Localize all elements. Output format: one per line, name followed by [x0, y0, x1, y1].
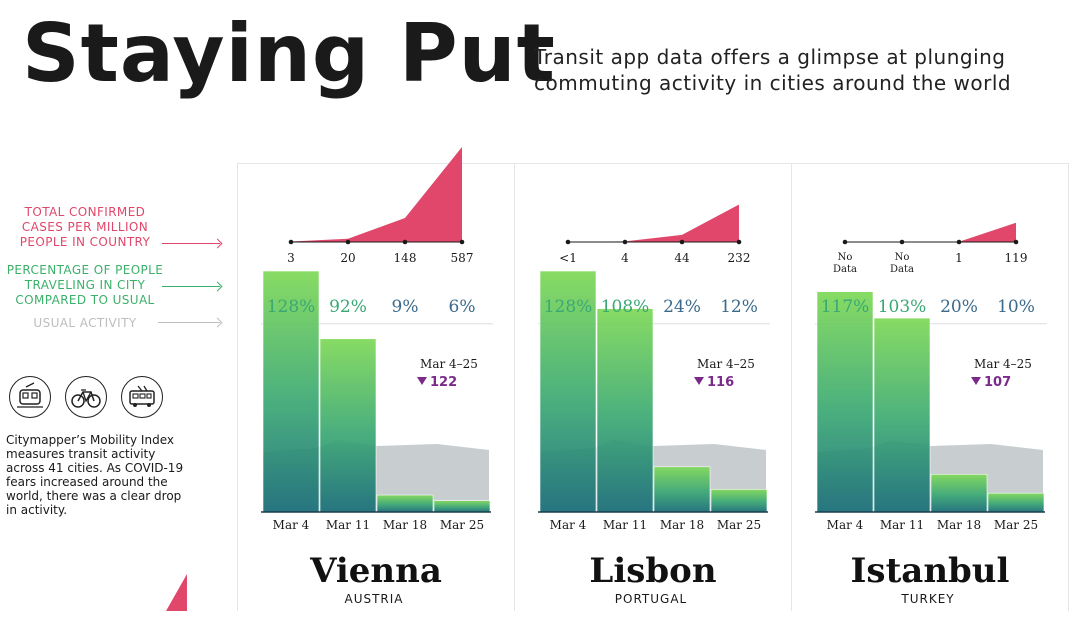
legend-usual-label: USUAL ACTIVITY: [33, 316, 137, 330]
country-name: PORTUGAL: [615, 592, 687, 606]
legend-usual: USUAL ACTIVITY: [0, 316, 170, 331]
travel-bar: [262, 270, 320, 513]
cases-point: [345, 239, 351, 245]
chart-istanbul: No Data No Data 1 119 117% 103% 20% 10% Mar 4–25 10…: [791, 163, 1069, 611]
cases-label: 232: [728, 251, 751, 265]
cases-point: [565, 239, 571, 245]
x-tick-label: Mar 25: [440, 518, 484, 532]
chart-vienna: 3 20 148 587 128% 92% 9% 6% Mar 4–25 122 Mar 4 Mar …: [237, 147, 515, 611]
percent-label: 6%: [449, 297, 476, 317]
panel-frame: [791, 163, 1069, 611]
percent-label: 128%: [267, 297, 316, 317]
legend-cases-label: TOTAL CONFIRMED CASES PER MILLION PEOPLE…: [19, 205, 151, 249]
description: Citymapper’s Mobility Index measures tra…: [6, 433, 184, 517]
percent-label: 24%: [663, 297, 701, 317]
cases-label: 4: [621, 251, 629, 265]
percent-label: 117%: [821, 297, 870, 317]
change-period-label: Mar 4–25: [974, 357, 1032, 371]
x-tick-label: Mar 4: [273, 518, 310, 532]
cases-label: <1: [559, 251, 577, 265]
legend-cases: TOTAL CONFIRMED CASES PER MILLION PEOPLE…: [0, 205, 170, 250]
percent-label: 20%: [940, 297, 978, 317]
travel-bar: [987, 492, 1045, 513]
travel-bar: [873, 317, 931, 513]
legend-usual-arrow: [158, 322, 220, 323]
cases-label: 1: [955, 251, 963, 265]
x-tick-label: Mar 25: [717, 518, 761, 532]
x-tick-label: Mar 11: [880, 518, 924, 532]
down-arrow-icon: [694, 377, 704, 385]
cases-point: [899, 239, 905, 245]
x-tick-label: Mar 18: [383, 518, 427, 532]
x-tick-label: Mar 25: [994, 518, 1038, 532]
cases-label: No Data: [890, 252, 914, 275]
city-name: Vienna: [309, 551, 442, 591]
cases-point: [736, 239, 742, 245]
x-tick-label: Mar 18: [937, 518, 981, 532]
page-title: Staying Put: [22, 7, 556, 100]
travel-bar: [319, 338, 377, 513]
down-arrow-icon: [417, 377, 427, 385]
cases-point: [459, 239, 465, 245]
down-arrow-icon: [971, 377, 981, 385]
legend-travel-arrow: [162, 286, 220, 287]
change-period-label: Mar 4–25: [697, 357, 755, 371]
x-tick-label: Mar 4: [827, 518, 864, 532]
city-name: Istanbul: [851, 551, 1010, 591]
percent-label: 128%: [544, 297, 593, 317]
country-name: TURKEY: [900, 592, 954, 606]
change-value-label: 116: [707, 375, 734, 390]
cases-label: 20: [340, 251, 355, 265]
cases-label: 148: [394, 251, 417, 265]
travel-bar: [930, 474, 988, 513]
percent-label: 9%: [392, 297, 419, 317]
cases-point: [622, 239, 628, 245]
cases-area: [845, 222, 1016, 242]
country-name: AUSTRIA: [344, 592, 403, 606]
travel-bar: [596, 308, 654, 513]
city-name: Lisbon: [589, 551, 716, 591]
cases-point: [842, 239, 848, 245]
percent-label: 108%: [601, 297, 650, 317]
tram-icon: [9, 376, 51, 418]
x-tick-label: Mar 11: [326, 518, 370, 532]
percent-label: 92%: [329, 297, 367, 317]
travel-bar: [710, 489, 768, 513]
travel-bar: [376, 494, 434, 513]
travel-bar: [816, 291, 874, 513]
cases-point: [1013, 239, 1019, 245]
cases-label: 44: [674, 251, 690, 265]
percent-label: 103%: [878, 297, 927, 317]
x-tick-label: Mar 4: [550, 518, 587, 532]
change-value-label: 122: [430, 375, 457, 390]
next-chart-fragment: [166, 574, 187, 611]
legend-travel-label: PERCENTAGE OF PEOPLE TRAVELING IN CITY C…: [6, 263, 164, 307]
cases-area: [568, 204, 739, 242]
cases-label: No Data: [833, 252, 857, 275]
travel-bar: [539, 270, 597, 513]
cases-label: 119: [1005, 251, 1028, 265]
travel-bar: [433, 500, 491, 513]
change-value-label: 107: [984, 375, 1011, 390]
legend-travel: PERCENTAGE OF PEOPLE TRAVELING IN CITY C…: [0, 263, 170, 308]
cases-point: [956, 239, 962, 245]
cases-point: [402, 239, 408, 245]
x-tick-label: Mar 11: [603, 518, 647, 532]
cases-point: [679, 239, 685, 245]
cases-label: 587: [451, 251, 474, 265]
percent-label: 10%: [997, 297, 1035, 317]
cases-label: 3: [287, 251, 295, 265]
change-period-label: Mar 4–25: [420, 357, 478, 371]
cases-point: [288, 239, 294, 245]
bus-icon: [121, 376, 163, 418]
bicycle-icon: [65, 376, 107, 418]
percent-label: 12%: [720, 297, 758, 317]
legend-cases-arrow: [162, 243, 220, 244]
page-subtitle: Transit app data offers a glimpse at plu…: [534, 45, 1012, 95]
x-tick-label: Mar 18: [660, 518, 704, 532]
cases-area: [291, 147, 462, 242]
travel-bar: [653, 466, 711, 513]
